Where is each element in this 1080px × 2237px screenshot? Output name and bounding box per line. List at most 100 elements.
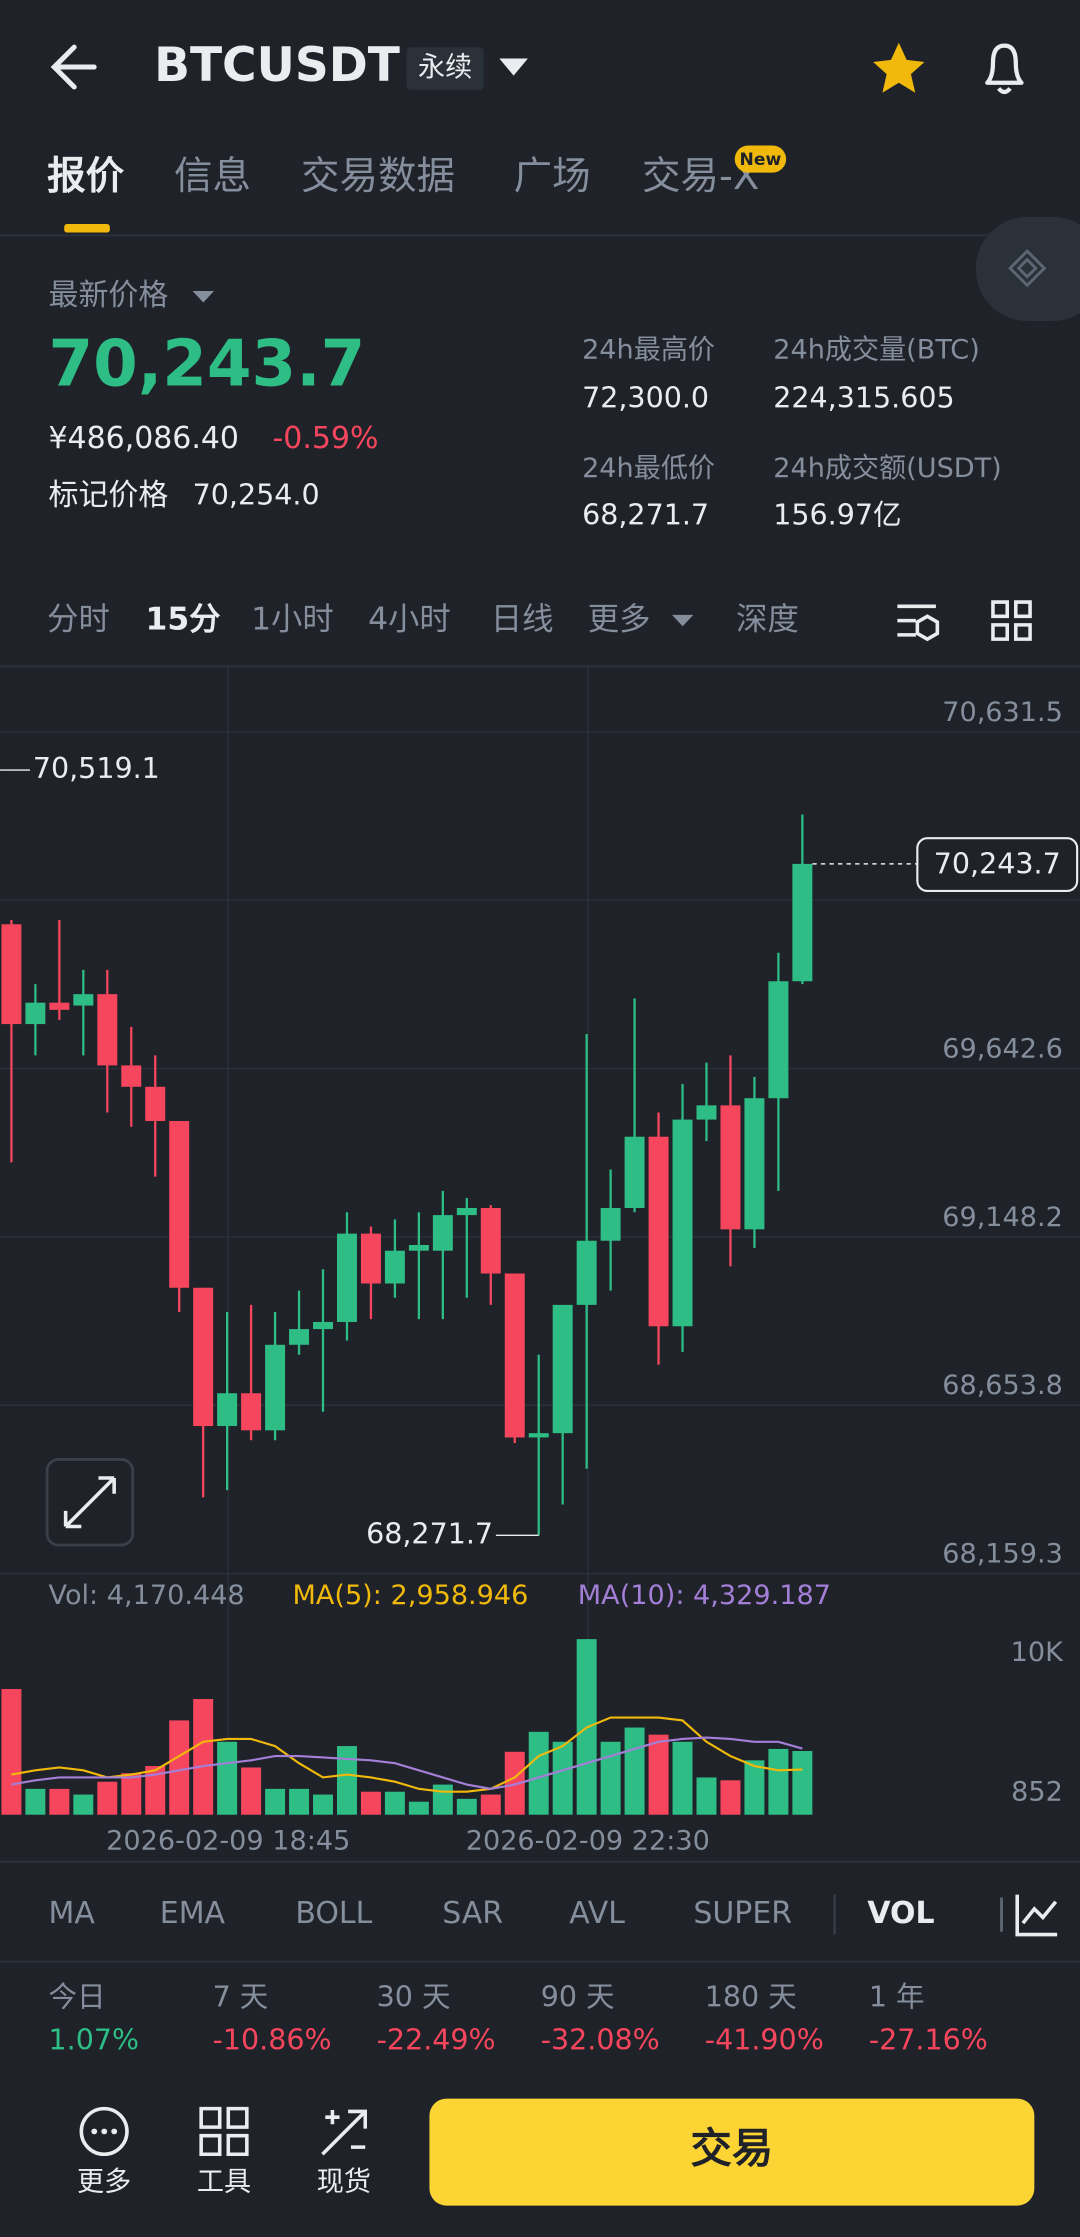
candle-body	[360, 1233, 381, 1284]
volume-bar	[25, 1788, 46, 1815]
fullscreen-button[interactable]	[45, 1458, 135, 1547]
perf-label: 1 年	[869, 1981, 925, 2014]
candle-body	[145, 1086, 166, 1122]
candle-body	[504, 1273, 525, 1438]
bell-icon[interactable]	[985, 43, 1024, 95]
perf-value: -32.08%	[541, 2024, 660, 2057]
x-tick-label: 2026-02-09 18:45	[106, 1825, 350, 1856]
candle-body	[744, 1098, 765, 1230]
volume-bar	[313, 1794, 333, 1815]
volume-bar	[336, 1746, 357, 1815]
stat-label: 24h最高价	[582, 334, 715, 365]
last-price-box	[916, 837, 1079, 893]
candle-body	[480, 1207, 501, 1274]
interval[interactable]: 深度	[736, 602, 799, 638]
ma10-line	[11, 1736, 803, 1790]
volume-bar	[193, 1699, 214, 1815]
candle-body	[121, 1065, 142, 1087]
volume-bar	[121, 1773, 142, 1815]
volume-bar	[768, 1748, 789, 1815]
candle-body	[241, 1393, 262, 1431]
tab[interactable]: 信息	[174, 154, 251, 199]
indicator[interactable]: EMA	[160, 1896, 226, 1931]
perf-label: 90 天	[541, 1981, 615, 2014]
tools-icon[interactable]	[199, 2106, 249, 2157]
volume: 10K 852 2026-02-09 18:45 2026-02-09 22:30	[1, 1637, 1064, 1856]
back-button[interactable]	[50, 44, 97, 90]
interval[interactable]: 更多	[588, 602, 651, 638]
candle-body	[73, 994, 94, 1006]
badge-bg	[406, 47, 484, 90]
perf-value: -41.90%	[705, 2024, 824, 2057]
stat-value: 72,300.0	[582, 381, 709, 414]
dropdown-arrow	[671, 614, 694, 627]
tab[interactable]: 交易数据	[301, 154, 455, 199]
candle-body	[1, 924, 22, 1025]
interval[interactable]: 日线	[491, 602, 554, 638]
volume-bar	[360, 1791, 381, 1815]
chart-overlay: 70,243.7 70,519.1 68,271.7	[0, 752, 1079, 1550]
favorite-star[interactable]	[873, 42, 925, 93]
more-icon[interactable]	[79, 2106, 129, 2157]
y-tick-label: 69,642.6	[942, 1033, 1063, 1064]
perf-value: -10.86%	[213, 2024, 332, 2057]
interval[interactable]: 4小时	[368, 602, 451, 638]
new-badge: New	[740, 150, 782, 170]
perf-value: -22.49%	[377, 2024, 496, 2057]
settings-icon[interactable]	[897, 604, 936, 637]
volume-bar	[600, 1741, 621, 1815]
volume-bar	[528, 1731, 549, 1815]
candle-body	[49, 1002, 70, 1010]
indicator[interactable]: SUPER	[693, 1896, 792, 1931]
candle-body	[672, 1119, 693, 1327]
candle-body	[169, 1121, 190, 1288]
candle-body	[648, 1136, 669, 1327]
volume-bar	[792, 1750, 813, 1815]
candle-body	[624, 1136, 645, 1208]
change-percent: -0.59%	[273, 421, 379, 456]
ma5-legend: MA(5): 2,958.946	[292, 1580, 528, 1611]
volume-bar	[648, 1734, 669, 1815]
tab[interactable]: 广场	[514, 154, 591, 199]
volume-bar	[169, 1720, 190, 1815]
indicator[interactable]: BOLL	[295, 1896, 372, 1931]
candle-body	[265, 1344, 286, 1431]
symbol-dropdown[interactable]	[499, 58, 528, 76]
interval[interactable]: 15分	[146, 602, 221, 638]
indicator-settings[interactable]	[1015, 1894, 1058, 1937]
volume-bar	[744, 1760, 765, 1815]
bottom-label[interactable]: 现货	[317, 2166, 371, 2197]
tab[interactable]: 报价	[47, 154, 125, 199]
volume-bar	[289, 1788, 310, 1815]
trade-button-label: 交易	[691, 2124, 774, 2172]
candle-body	[528, 1433, 549, 1438]
volume-bar	[672, 1741, 693, 1815]
candle-body	[552, 1304, 573, 1434]
trade-button[interactable]	[429, 2098, 1035, 2206]
indicator[interactable]: VOL	[867, 1896, 934, 1931]
layout-icon[interactable]	[991, 600, 1032, 641]
volume-bar	[504, 1751, 525, 1815]
candle-body	[289, 1329, 310, 1345]
candle-body	[313, 1321, 333, 1330]
interval[interactable]: 1小时	[251, 602, 334, 638]
candle-body	[217, 1393, 238, 1427]
candle-body	[408, 1244, 429, 1251]
volume-bar	[624, 1727, 645, 1815]
spot-icon[interactable]	[321, 2109, 368, 2156]
stat-label: 24h成交额(USDT)	[773, 453, 1002, 484]
indicator[interactable]: MA	[49, 1896, 96, 1931]
bottom-label[interactable]: 更多	[77, 2166, 131, 2197]
perf-label: 180 天	[705, 1981, 797, 2014]
float-icon	[1008, 249, 1047, 288]
indicator[interactable]: SAR	[442, 1896, 503, 1931]
candle-body	[25, 1002, 46, 1025]
new-badge-bg	[734, 145, 787, 173]
interval[interactable]: 分时	[47, 602, 110, 638]
indicator[interactable]: AVL	[569, 1896, 625, 1931]
perf-label: 30 天	[377, 1981, 451, 2014]
float-button[interactable]	[975, 216, 1080, 321]
stat-value: 156.97亿	[773, 498, 901, 531]
bottom-label[interactable]: 工具	[197, 2166, 251, 2197]
candle-body	[576, 1240, 597, 1305]
